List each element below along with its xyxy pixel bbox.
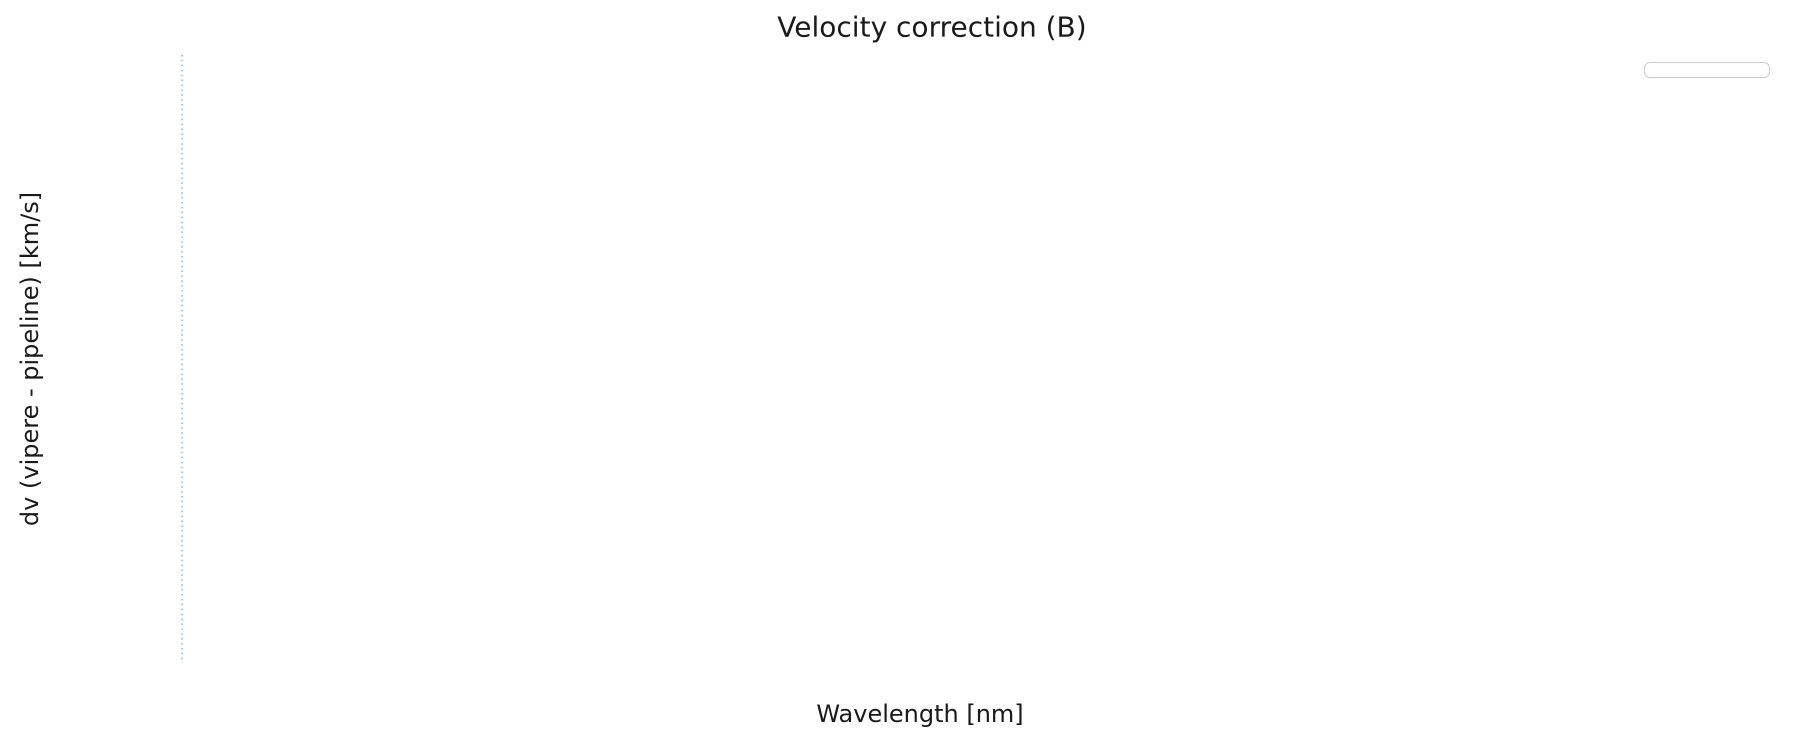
x-axis-label: Wavelength [nm] [816, 700, 1024, 728]
chart-title: Velocity correction (B) [777, 10, 1087, 44]
legend [1644, 62, 1770, 78]
y-axis-label: dv (vipere - pipeline) [km/s] [16, 191, 44, 527]
